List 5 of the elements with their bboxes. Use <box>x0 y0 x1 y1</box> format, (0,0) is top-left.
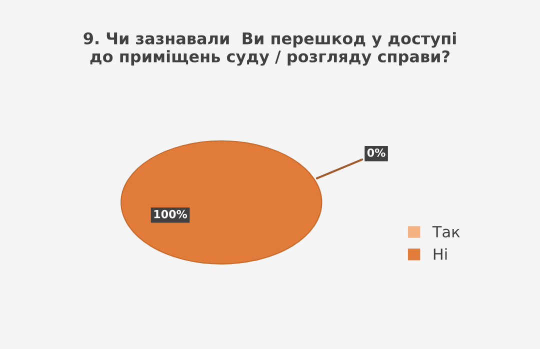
data-label: 100% <box>154 210 188 218</box>
text: 0% <box>367 148 386 157</box>
legend-label: Так <box>432 226 460 238</box>
chart-title: 9. Чи зазнавали Ви перешкод у доступі до приміщень суду / розгляду справи? <box>84 32 456 66</box>
legend-label: Ні <box>434 248 447 260</box>
